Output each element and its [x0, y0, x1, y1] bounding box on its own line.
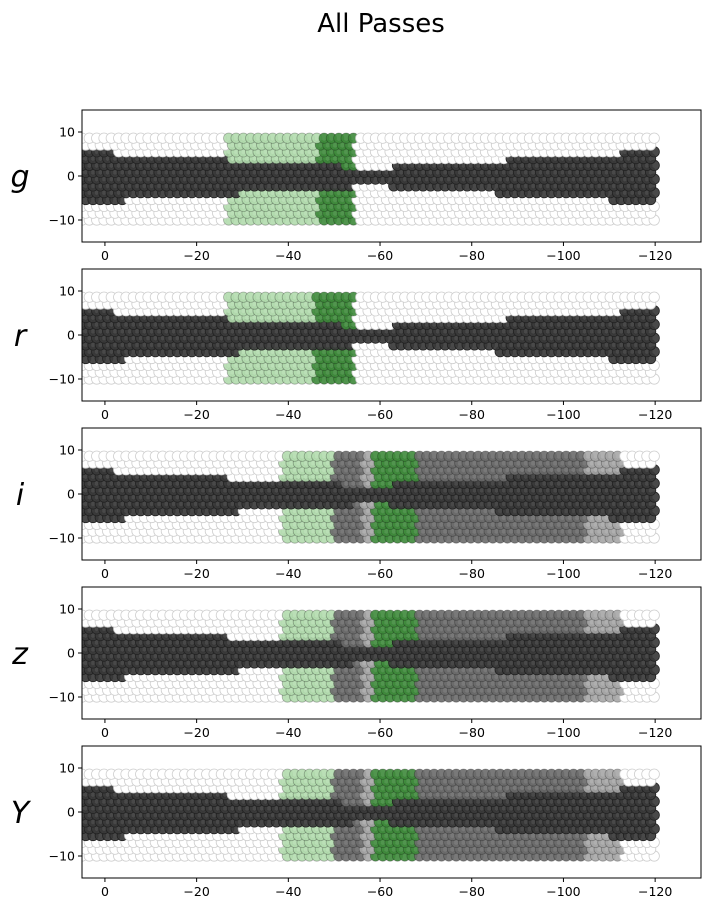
y-tick-label: 0 [67, 169, 75, 184]
band-label: g [10, 160, 29, 195]
y-tick-label: 10 [59, 125, 75, 140]
band-label: Y [11, 796, 32, 831]
footprint-dots [82, 291, 660, 385]
x-tick-label: −80 [459, 566, 485, 581]
x-tick-label: −40 [275, 407, 301, 422]
footprint-dots [82, 450, 660, 544]
x-tick-label: −120 [638, 566, 672, 581]
x-tick-label: −20 [183, 407, 209, 422]
band-label: i [16, 478, 25, 513]
x-tick-label: −100 [546, 725, 580, 740]
x-tick-label: −120 [638, 725, 672, 740]
x-tick-label: −120 [638, 248, 672, 263]
footprint-dots [82, 768, 660, 862]
footprint-dots [82, 132, 660, 226]
hex-dot [648, 609, 660, 621]
x-tick-label: −60 [367, 407, 393, 422]
band-label: z [11, 637, 29, 672]
x-tick-label: −40 [275, 566, 301, 581]
panel-i: i 0 −20 −40 −60 −80 −100 −120 10 0 −10 [16, 427, 702, 581]
x-tick-label: −40 [275, 725, 301, 740]
y-tick-label: 0 [67, 487, 75, 502]
x-tick-label: 0 [101, 725, 109, 740]
panel-g: g 0 −20 −40 −60 −80 −100 −120 10 0 −10 [10, 109, 702, 263]
x-tick-label: −60 [367, 248, 393, 263]
y-tick-label: 10 [59, 443, 75, 458]
x-tick-label: −120 [638, 407, 672, 422]
x-tick-label: −80 [459, 725, 485, 740]
hex-dot [648, 450, 660, 462]
panel-r: r 0 −20 −40 −60 −80 −100 −120 10 0 −10 [14, 268, 702, 422]
panel-z: z 0 −20 −40 −60 −80 −100 −120 10 0 −10 [11, 586, 702, 740]
x-tick-label: −60 [367, 566, 393, 581]
x-tick-label: −60 [367, 725, 393, 740]
y-tick-label: −10 [49, 213, 75, 228]
y-tick-label: 0 [67, 328, 75, 343]
x-tick-label: −40 [275, 248, 301, 263]
y-tick-label: −10 [49, 531, 75, 546]
chart-title: All Passes [317, 9, 445, 39]
x-tick-label: 0 [101, 248, 109, 263]
x-tick-label: 0 [101, 566, 109, 581]
x-tick-label: −20 [183, 566, 209, 581]
x-tick-label: −80 [459, 248, 485, 263]
x-tick-label: −100 [546, 407, 580, 422]
y-tick-label: 10 [59, 284, 75, 299]
hex-dot [648, 291, 660, 303]
x-tick-label: −20 [183, 248, 209, 263]
y-tick-label: 0 [67, 646, 75, 661]
y-tick-label: 10 [59, 602, 75, 617]
x-tick-label: −100 [546, 248, 580, 263]
hex-dot [648, 132, 660, 144]
footprint-dots [82, 609, 660, 703]
y-tick-label: −10 [49, 372, 75, 387]
x-tick-label: 0 [101, 407, 109, 422]
x-tick-label: −20 [183, 725, 209, 740]
x-tick-label: −100 [546, 566, 580, 581]
y-tick-label: −10 [49, 690, 75, 705]
x-tick-label: −80 [459, 407, 485, 422]
band-label: r [14, 319, 28, 354]
